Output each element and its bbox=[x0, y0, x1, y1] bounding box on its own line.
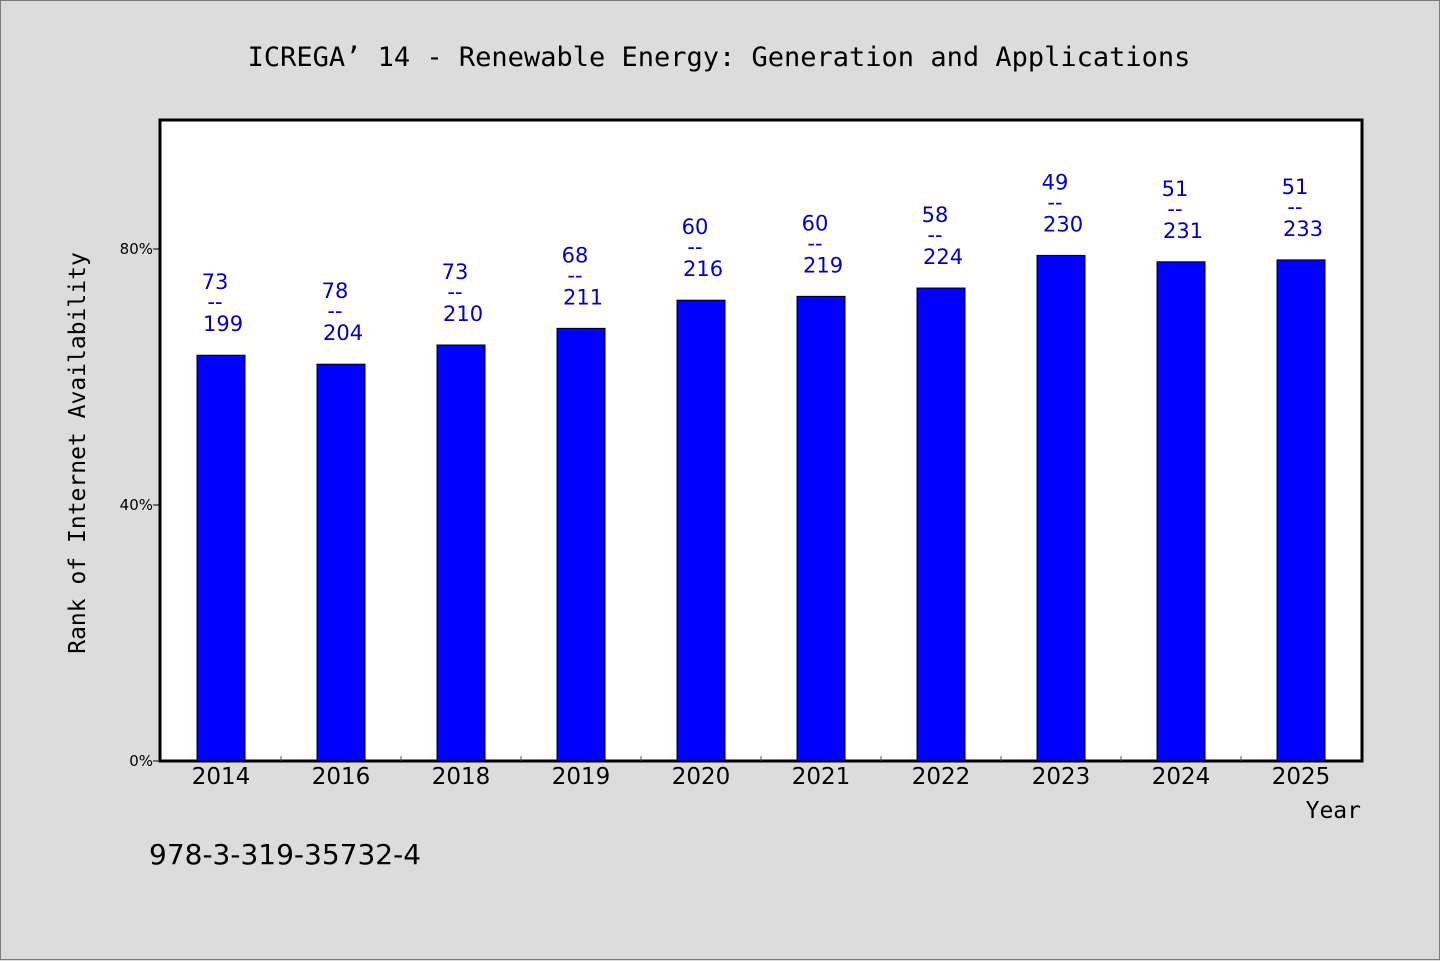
bar bbox=[316, 363, 366, 762]
bar bbox=[916, 287, 966, 762]
data-label-separator: -- bbox=[807, 231, 822, 255]
x-tick-label: 2022 bbox=[912, 764, 971, 790]
data-label-top: 51 bbox=[1162, 177, 1189, 201]
data-label-bottom: 204 bbox=[323, 321, 363, 345]
data-label-separator: -- bbox=[327, 299, 342, 323]
bar bbox=[1156, 261, 1206, 762]
bar bbox=[196, 354, 246, 762]
data-label-bottom: 199 bbox=[203, 312, 243, 336]
x-axis-title: Year bbox=[1306, 798, 1361, 824]
data-label-bottom: 230 bbox=[1043, 212, 1083, 236]
data-labels: 73--19978--20473--21068--21160--21660--2… bbox=[202, 170, 1323, 345]
data-label-bottom: 210 bbox=[443, 302, 483, 326]
data-label-separator: -- bbox=[687, 235, 702, 259]
data-label-separator: -- bbox=[1167, 197, 1182, 221]
x-tick-label: 2024 bbox=[1152, 764, 1211, 790]
data-label-separator: -- bbox=[207, 290, 222, 314]
y-tick-label: 80% bbox=[120, 240, 153, 258]
data-label-bottom: 231 bbox=[1163, 219, 1203, 243]
data-label-top: 73 bbox=[202, 270, 229, 294]
bar bbox=[1036, 254, 1086, 762]
bar bbox=[436, 344, 486, 762]
bars bbox=[196, 254, 1326, 762]
isbn-text: 978-3-319-35732-4 bbox=[149, 838, 421, 871]
data-label-top: 58 bbox=[922, 203, 949, 227]
data-label-bottom: 216 bbox=[683, 257, 723, 281]
x-tick-label: 2023 bbox=[1032, 764, 1091, 790]
y-tick-label: 0% bbox=[129, 752, 153, 770]
x-tick-label: 2018 bbox=[432, 764, 491, 790]
data-label-bottom: 211 bbox=[563, 285, 603, 309]
y-axis-title: Rank of Internet Availability bbox=[65, 252, 91, 654]
data-label-top: 78 bbox=[322, 279, 349, 303]
x-tick-label: 2020 bbox=[672, 764, 731, 790]
bar bbox=[796, 295, 846, 762]
data-label-separator: -- bbox=[927, 223, 942, 247]
x-tick-label: 2014 bbox=[192, 764, 251, 790]
x-tick-label: 2016 bbox=[312, 764, 371, 790]
data-label-separator: -- bbox=[447, 280, 462, 304]
data-label-separator: -- bbox=[1047, 190, 1062, 214]
bar bbox=[676, 299, 726, 762]
x-tick-label: 2019 bbox=[552, 764, 611, 790]
y-tick-label: 40% bbox=[120, 496, 153, 514]
chart-title: ICREGA’ 14 - Renewable Energy: Generatio… bbox=[248, 42, 1191, 73]
data-label-separator: -- bbox=[567, 263, 582, 287]
data-label-separator: -- bbox=[1287, 195, 1302, 219]
bar bbox=[556, 327, 606, 762]
data-label-top: 60 bbox=[802, 211, 829, 235]
bar bbox=[1276, 259, 1326, 762]
data-label-bottom: 233 bbox=[1283, 217, 1323, 241]
data-label-bottom: 224 bbox=[923, 245, 963, 269]
y-axis: 0% 40% 80% bbox=[120, 240, 161, 770]
x-axis: 2014 2016 2018 2019 2020 2021 2022 2023 2024 2025 bbox=[192, 756, 1331, 790]
data-label-top: 51 bbox=[1282, 175, 1309, 199]
data-label-top: 60 bbox=[682, 215, 709, 239]
data-label-top: 68 bbox=[562, 243, 589, 267]
data-label-top: 49 bbox=[1042, 170, 1069, 194]
x-tick-label: 2025 bbox=[1272, 764, 1331, 790]
data-label-bottom: 219 bbox=[803, 253, 843, 277]
data-label-top: 73 bbox=[442, 260, 469, 284]
x-tick-label: 2021 bbox=[792, 764, 851, 790]
